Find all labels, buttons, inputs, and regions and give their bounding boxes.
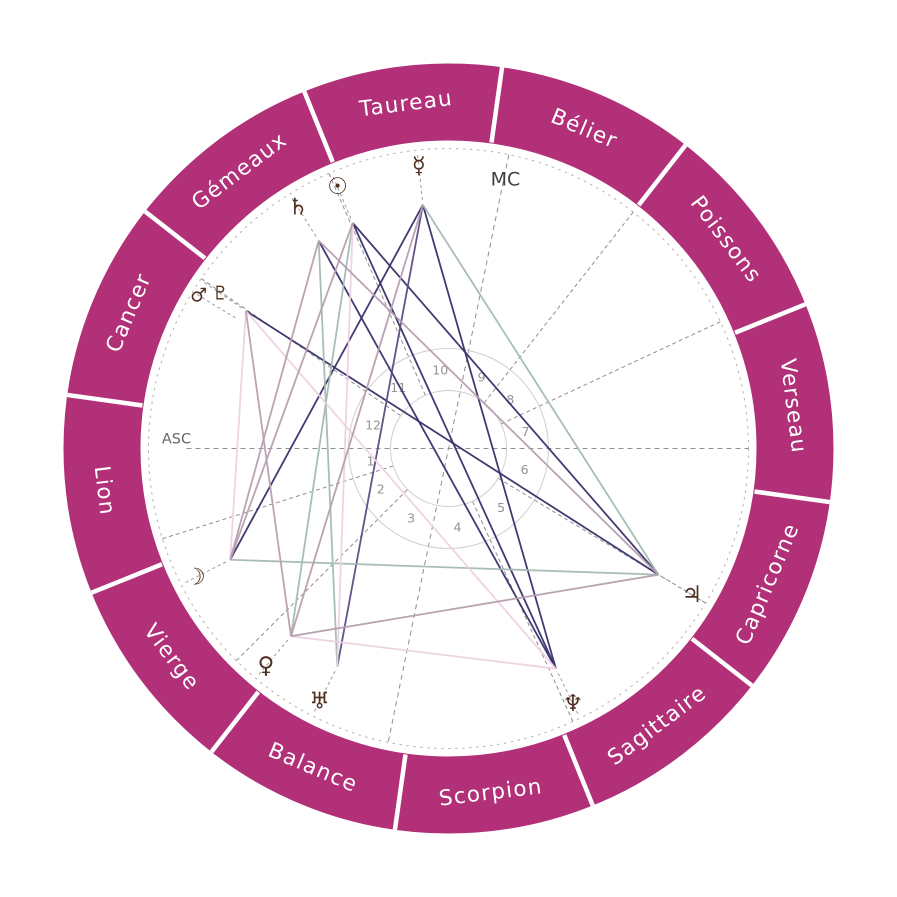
zodiac-divider xyxy=(392,754,408,831)
house-number-7: 7 xyxy=(522,424,530,439)
aspect-pluto-venus xyxy=(244,310,292,637)
aspect-pluto-jupiter xyxy=(245,310,659,576)
planet-mars-icon: ♂ xyxy=(190,284,207,306)
planet-pointer-moon xyxy=(183,561,226,584)
planet-pluto-icon: ♇ xyxy=(212,282,229,304)
house-number-6: 6 xyxy=(521,462,529,477)
planet-moon-icon: ☽ xyxy=(185,564,206,590)
planet-pointer-uranus xyxy=(313,671,336,714)
planet-pointer-mars xyxy=(195,292,236,319)
zodiac-divider xyxy=(690,636,754,688)
planet-saturn-icon: ♄ xyxy=(288,195,309,221)
asc-label: ASC xyxy=(162,432,191,448)
planet-neptune-icon: ♆ xyxy=(563,691,584,717)
aspect-mercury-jupiter xyxy=(422,204,660,576)
planet-mercury-icon: ☿ xyxy=(412,153,426,179)
planet-pointer-sun xyxy=(331,174,352,219)
house-number-12: 12 xyxy=(365,418,381,433)
planet-pointer-jupiter xyxy=(662,576,704,602)
zodiac-divider xyxy=(209,690,261,754)
aspect-sun-moon xyxy=(229,222,354,561)
house-cusp-line xyxy=(483,211,634,404)
zodiac-divider xyxy=(143,209,207,261)
planet-pointer-mercury xyxy=(416,153,423,200)
house-number-3: 3 xyxy=(407,511,415,526)
planet-jupiter-icon: ♃ xyxy=(682,582,703,608)
house-cusp-line xyxy=(497,477,706,604)
aspect-sun-uranus xyxy=(336,222,354,667)
aspect-moon-pluto xyxy=(229,310,247,560)
aspect-saturn-neptune xyxy=(317,240,557,670)
aspect-saturn-moon xyxy=(229,240,320,560)
house-number-1: 1 xyxy=(366,453,374,468)
house-inner-circle xyxy=(390,390,507,507)
house-number-8: 8 xyxy=(506,392,514,407)
house-cusp-line xyxy=(162,465,394,540)
aspect-sun-venus xyxy=(290,222,354,637)
aspect-venus-neptune xyxy=(290,635,557,670)
mc-label: MC xyxy=(491,168,521,190)
aspect-venus-jupiter xyxy=(290,573,659,638)
planet-pointer-saturn xyxy=(290,196,317,237)
aspect-venus-mercury xyxy=(290,204,424,637)
aspect-moon-mercury xyxy=(229,204,424,561)
zodiac-divider xyxy=(302,90,335,163)
aspect-sun-jupiter xyxy=(352,222,660,576)
planet-sun-icon: ☉ xyxy=(327,174,348,200)
zodiac-divider xyxy=(636,143,688,207)
house-number-10: 10 xyxy=(432,362,448,377)
planet-venus-icon: ♀ xyxy=(258,653,275,679)
zodiac-divider xyxy=(562,734,595,807)
house-cusp-line xyxy=(500,321,721,425)
house-number-5: 5 xyxy=(497,500,505,515)
aspect-moon-jupiter xyxy=(230,558,659,576)
zodiac-divider xyxy=(754,489,831,505)
planet-uranus-icon: ♅ xyxy=(309,689,330,715)
aspect-saturn-uranus xyxy=(317,240,339,667)
planet-pointer-pluto xyxy=(202,281,243,309)
zodiac-divider xyxy=(66,392,143,408)
aspect-pluto-neptune xyxy=(245,310,557,670)
house-number-2: 2 xyxy=(377,482,385,497)
planet-pointer-venus xyxy=(257,639,289,677)
planet-pointer-neptune xyxy=(557,672,580,716)
zodiac-label-lion: Lion xyxy=(89,464,120,517)
house-cusp-line xyxy=(472,501,574,722)
aspect-sun-neptune xyxy=(351,222,557,670)
house-number-4: 4 xyxy=(453,519,461,534)
aspect-jupiter-saturn xyxy=(318,240,660,576)
house-number-9: 9 xyxy=(478,369,486,384)
mc-ic-axis xyxy=(387,154,510,743)
zodiac-divider xyxy=(90,562,163,595)
house-cusp-line xyxy=(200,278,401,417)
aspect-mercury-neptune xyxy=(422,204,557,669)
zodiac-divider xyxy=(489,66,505,143)
aspect-mercury-uranus xyxy=(336,204,424,667)
zodiac-ring xyxy=(63,63,834,834)
house-cusp-line xyxy=(236,489,408,661)
house-cusp-line xyxy=(328,173,426,396)
zodiac-divider xyxy=(734,302,807,335)
